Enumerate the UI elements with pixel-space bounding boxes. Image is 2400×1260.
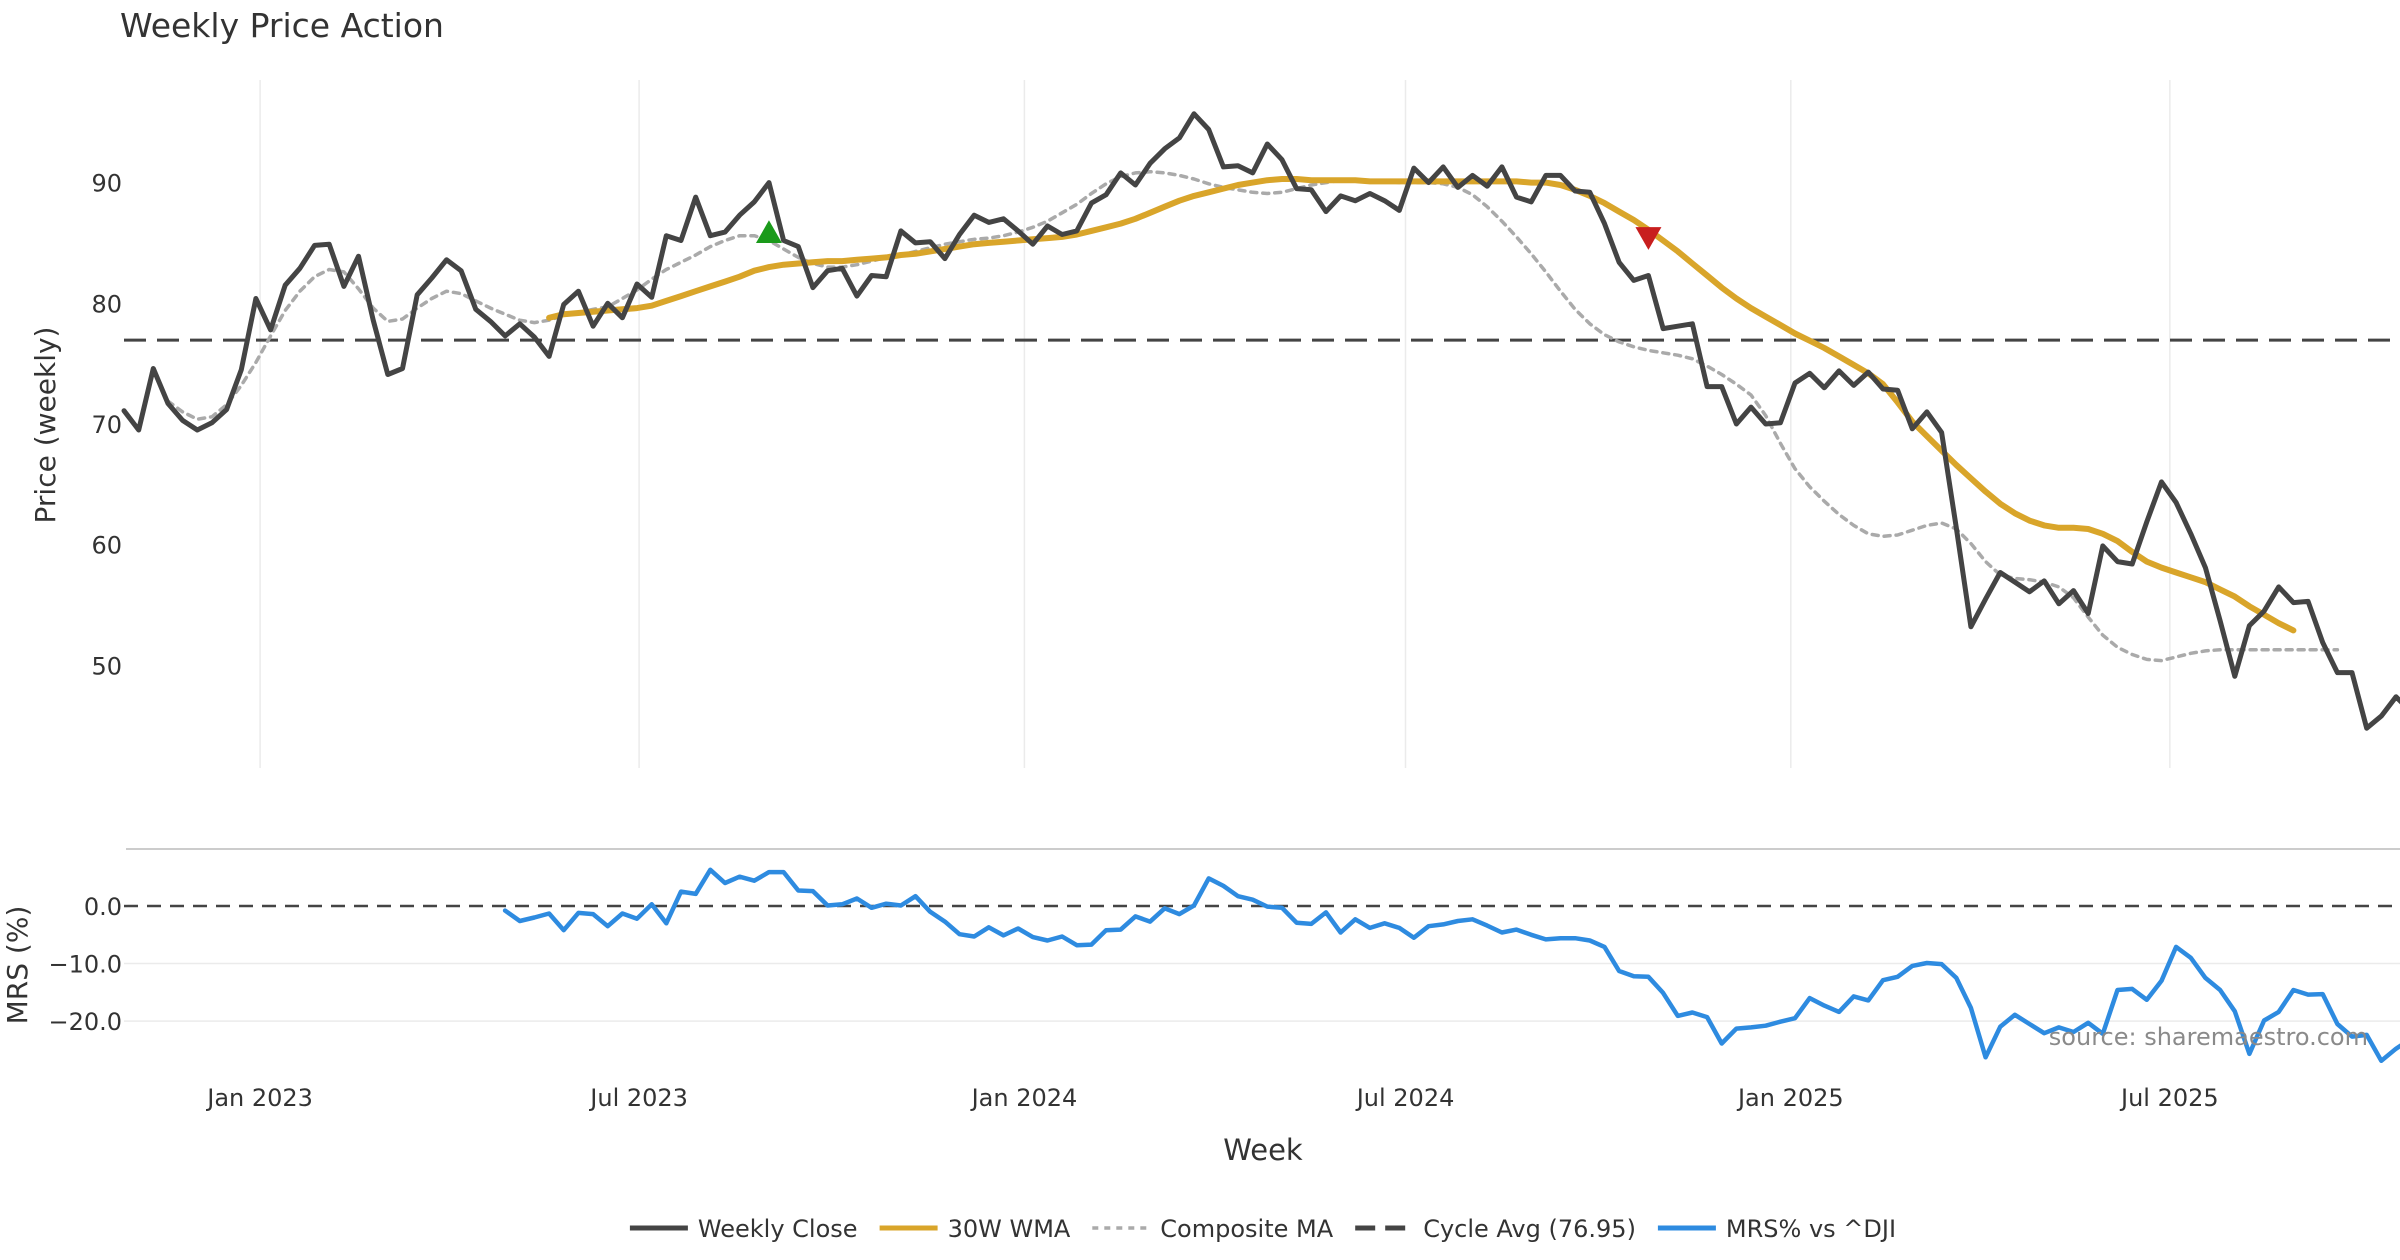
series-mrs-vs-dji xyxy=(502,867,2400,1064)
legend-label: Weekly Close xyxy=(698,1215,858,1243)
legend-item-30w-wma: 30W WMA xyxy=(879,1215,1071,1243)
x-tick-jul-2025: Jul 2025 xyxy=(2119,1084,2219,1112)
legend-label: MRS% vs ^DJI xyxy=(1726,1215,1896,1243)
mrs-y-tick-0: 0.0 xyxy=(84,893,122,921)
legend-item-weekly-close: Weekly Close xyxy=(629,1215,858,1243)
price-y-tick-60: 60 xyxy=(91,532,122,560)
mrs-y-axis-label: MRS (%) xyxy=(1,906,34,1025)
series-30w-wma xyxy=(546,176,2297,634)
price-y-tick-50: 50 xyxy=(91,652,122,680)
price-plot xyxy=(121,111,2400,731)
x-tick-jan-2025: Jan 2025 xyxy=(1736,1084,1844,1112)
x-tick-jul-2023: Jul 2023 xyxy=(588,1084,688,1112)
price-y-tick-70: 70 xyxy=(91,411,122,439)
price-y-axis-label: Price (weekly) xyxy=(29,327,62,524)
mrs-y-ticks: 0.0 −10.0 −20.0 xyxy=(48,893,122,1036)
legend: Weekly Close 30W WMA Composite MA Cycle Avg… xyxy=(629,1215,1896,1243)
price-y-tick-90: 90 xyxy=(91,170,122,198)
mrs-y-tick-minus-10: −10.0 xyxy=(48,951,122,979)
price-grid xyxy=(259,80,2171,768)
series-composite-ma xyxy=(166,169,2340,663)
x-axis-label: Week xyxy=(1223,1133,1303,1167)
source-watermark: source: sharemaestro.com xyxy=(2049,1023,2368,1051)
price-y-tick-80: 80 xyxy=(91,290,122,318)
mrs-grid xyxy=(124,904,2400,1022)
legend-label: Cycle Avg (76.95) xyxy=(1423,1215,1636,1243)
chart-title: Weekly Price Action xyxy=(120,6,444,45)
legend-label: 30W WMA xyxy=(948,1215,1071,1243)
x-ticks: Jan 2023 Jul 2023 Jan 2024 Jul 2024 Jan 2025… xyxy=(205,1084,2218,1112)
legend-item-mrs-vs-dji: MRS% vs ^DJI xyxy=(1657,1215,1896,1243)
legend-item-composite-ma: Composite MA xyxy=(1092,1215,1334,1243)
mrs-plot xyxy=(502,867,2400,1064)
sell-marker xyxy=(1635,227,1662,250)
price-markers xyxy=(755,220,1662,250)
mrs-y-tick-minus-20: −20.0 xyxy=(48,1008,122,1036)
x-tick-jan-2023: Jan 2023 xyxy=(205,1084,313,1112)
legend-item-cycle-avg-76-95: Cycle Avg (76.95) xyxy=(1355,1215,1636,1243)
buy-marker xyxy=(755,220,782,244)
x-tick-jul-2024: Jul 2024 xyxy=(1355,1084,1455,1112)
price-y-ticks: 50 60 70 80 90 xyxy=(91,170,122,681)
legend-label: Composite MA xyxy=(1160,1215,1333,1243)
x-tick-jan-2024: Jan 2024 xyxy=(970,1084,1078,1112)
series-weekly-close xyxy=(121,111,2400,731)
